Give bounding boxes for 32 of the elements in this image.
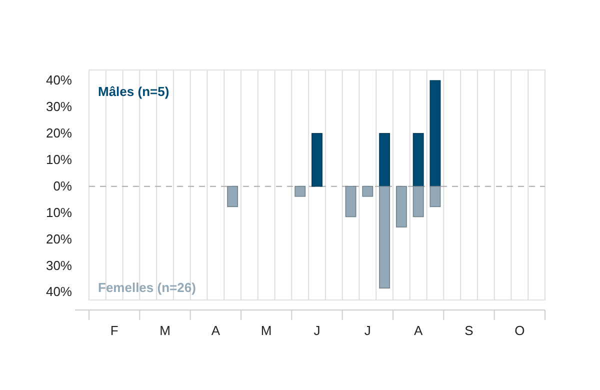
- bar: [430, 186, 441, 208]
- y-tick-label: 40%: [46, 284, 72, 300]
- x-tick-label: S: [464, 323, 474, 338]
- x-tick-label: O: [514, 323, 525, 338]
- bar: [294, 186, 306, 197]
- y-tick-label: 30%: [46, 258, 72, 273]
- x-tick-label: J: [314, 323, 320, 338]
- bar: [345, 186, 356, 218]
- bar: [412, 133, 424, 187]
- x-tick-label: J: [364, 323, 371, 338]
- y-tick-label: 20%: [46, 126, 72, 141]
- x-tick-label: A: [211, 323, 220, 338]
- bar: [379, 133, 390, 187]
- x-tick-label: A: [414, 323, 423, 338]
- y-tick-label: 20%: [46, 231, 72, 246]
- x-tick-label: M: [160, 323, 170, 338]
- text: Mâles (n=5): [98, 84, 170, 99]
- bar: [396, 186, 407, 228]
- bar: [362, 186, 374, 197]
- text: Femelles (n=26): [98, 280, 196, 295]
- y-tick-label: 10%: [46, 204, 72, 220]
- y-tick-label: 0%: [53, 178, 72, 194]
- x-tick-label: F: [110, 323, 118, 338]
- bar: [312, 133, 322, 187]
- bar: [379, 186, 390, 289]
- y-tick-label: 10%: [46, 152, 72, 168]
- x-tick-label: M: [260, 323, 272, 338]
- y-tick-label: 30%: [46, 99, 72, 114]
- bar: [412, 186, 424, 218]
- bar: [430, 80, 441, 187]
- bar: [227, 186, 238, 208]
- y-tick-label: 40%: [46, 72, 72, 88]
